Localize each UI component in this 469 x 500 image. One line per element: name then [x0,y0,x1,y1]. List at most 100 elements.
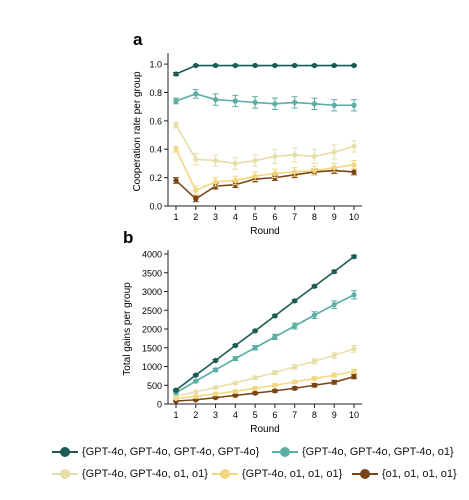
y-tick-label: 0.0 [149,202,162,212]
series-line [175,348,355,397]
y-tick-label: 500 [147,381,162,391]
legend: {GPT-4o, GPT-4o, GPT-4o, GPT-4o} {GPT-4o,… [0,440,469,496]
data-point [351,143,357,149]
series-line [175,294,355,394]
series-3 [173,145,357,196]
x-tick-label: 6 [272,212,277,222]
y-tick-label: 4000 [142,250,162,260]
data-point [292,364,298,370]
legend-label: {GPT-4o, GPT-4o, GPT-4o, GPT-4o} [82,446,260,458]
legend-label: {GPT-4o, GPT-4o, GPT-4o, o1} [302,446,454,458]
legend-item: {o1, o1, o1, o1} [352,468,457,480]
data-point [311,312,318,318]
legend-label: {GPT-4o, GPT-4o, o1, o1} [82,468,208,480]
legend-swatch [272,447,298,457]
data-point [232,62,238,69]
data-point [351,162,357,168]
data-point [193,62,199,69]
y-tick-label: 1500 [142,343,162,353]
legend-swatch-marker [360,469,370,479]
data-point [272,382,278,388]
data-point [193,389,199,395]
series-line [175,370,355,400]
y-tick-label: 0.8 [149,88,162,98]
panel-b: b 0 500 1000 1500 2000 2500 3000 3500 4000 1 2 3 4 5 6 7… [122,228,362,435]
series-line [175,255,355,391]
x-tick-label: 9 [332,212,337,222]
data-point [331,62,337,69]
x-tick-label: 10 [349,410,359,420]
data-point [331,165,337,171]
x-tick-label: 7 [292,212,297,222]
data-point [311,382,318,388]
data-point [193,91,199,97]
panel-label: a [133,30,143,49]
data-point [173,71,179,77]
data-point [311,62,318,69]
data-point [173,387,179,393]
x-axis-label: Round [250,424,279,435]
data-point [331,352,337,358]
data-point [212,367,219,373]
data-point [252,62,258,69]
legend-item: {GPT-4o, GPT-4o, o1, o1} [52,468,208,480]
data-point [351,254,357,260]
y-tick-label: 3500 [142,268,162,278]
legend-item: {GPT-4o, GPT-4o, GPT-4o, o1} [272,446,454,458]
data-point [292,323,298,329]
series-1 [173,290,357,396]
data-point [232,380,238,386]
data-point [311,167,318,174]
data-point [292,379,298,385]
series-4 [173,167,357,203]
data-point [311,358,318,364]
data-point [331,379,337,385]
x-tick-label: 2 [193,410,198,420]
data-point [232,160,238,167]
x-tick-label: 7 [292,410,297,420]
x-tick-label: 1 [173,410,178,420]
data-point [311,375,318,382]
data-point [292,298,298,304]
x-tick-label: 5 [253,212,258,222]
data-point [292,385,298,391]
x-tick-label: 8 [312,410,317,420]
data-point [252,345,258,351]
data-point [252,390,258,396]
series-line [175,375,355,402]
x-tick-label: 6 [272,410,277,420]
legend-label: {GPT-4o, o1, o1, o1} [242,468,343,480]
y-axis-label: Cooperation rate per group [132,71,143,192]
y-tick-label: 0 [157,400,162,410]
data-point [212,62,219,69]
x-axis-label: Round [250,226,279,237]
x-tick-label: 4 [233,212,238,222]
y-tick-label: 2000 [142,325,162,335]
data-point [252,375,258,381]
series-line [175,148,355,192]
legend-swatch-marker [220,469,230,479]
legend-item: {GPT-4o, GPT-4o, GPT-4o, GPT-4o} [52,446,259,458]
data-point [272,369,278,376]
series-1 [173,89,357,112]
legend-item: {GPT-4o, o1, o1, o1} [212,468,342,480]
data-point [311,101,318,107]
data-point [311,153,318,159]
data-point [173,98,179,104]
legend-swatch-marker [60,447,70,457]
legend-swatch-marker [60,469,70,479]
data-point [212,357,219,364]
data-point [232,356,238,362]
data-point [272,101,278,107]
panel-a: a 0.0 0.2 0.4 0.6 0.8 1.0 1 2 3 4 5 6 7 8 9 10 Round Coope… [132,30,362,237]
data-point [212,179,219,185]
data-point [232,392,238,398]
data-point [212,384,219,391]
data-point [193,372,199,378]
x-tick-label: 2 [193,212,198,222]
legend-label: {o1, o1, o1, o1} [382,468,457,480]
y-tick-label: 0.4 [149,145,162,155]
series-line [175,124,355,165]
data-point [351,368,357,374]
x-tick-label: 10 [349,212,359,222]
